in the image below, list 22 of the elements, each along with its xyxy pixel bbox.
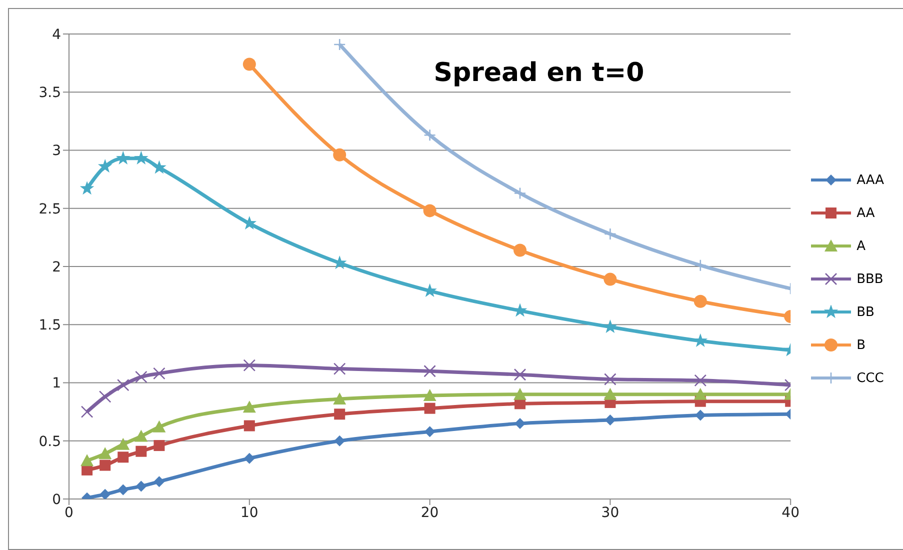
x-tick-label: 20 (420, 504, 439, 521)
legend-label: BBB (856, 272, 884, 286)
legend-label: AA (856, 206, 875, 220)
x-tick-label: 0 (64, 504, 74, 521)
text: Spread en t=0 (434, 58, 644, 88)
y-tick-label: 3 (52, 143, 61, 160)
y-tick-label: 2.5 (38, 201, 61, 218)
legend-label: A (856, 238, 866, 254)
x-tick-label: 30 (601, 504, 620, 521)
x-tick-label: 10 (240, 504, 258, 521)
legend-label: BB (856, 304, 874, 320)
legend-label: AAA (856, 172, 884, 188)
y-tick-label: 0 (52, 492, 61, 508)
y-tick-label: 1 (52, 376, 61, 392)
y-tick-label: 2 (52, 259, 61, 276)
x-tick-label: 40 (782, 504, 800, 521)
legend-label: CCC (856, 370, 884, 386)
y-tick-label: 1.5 (38, 318, 61, 334)
y-tick-label: 3.5 (38, 85, 61, 102)
legend-label: B (856, 338, 866, 352)
y-tick-label: 4 (52, 26, 62, 43)
y-tick-label: 0.5 (38, 434, 61, 450)
